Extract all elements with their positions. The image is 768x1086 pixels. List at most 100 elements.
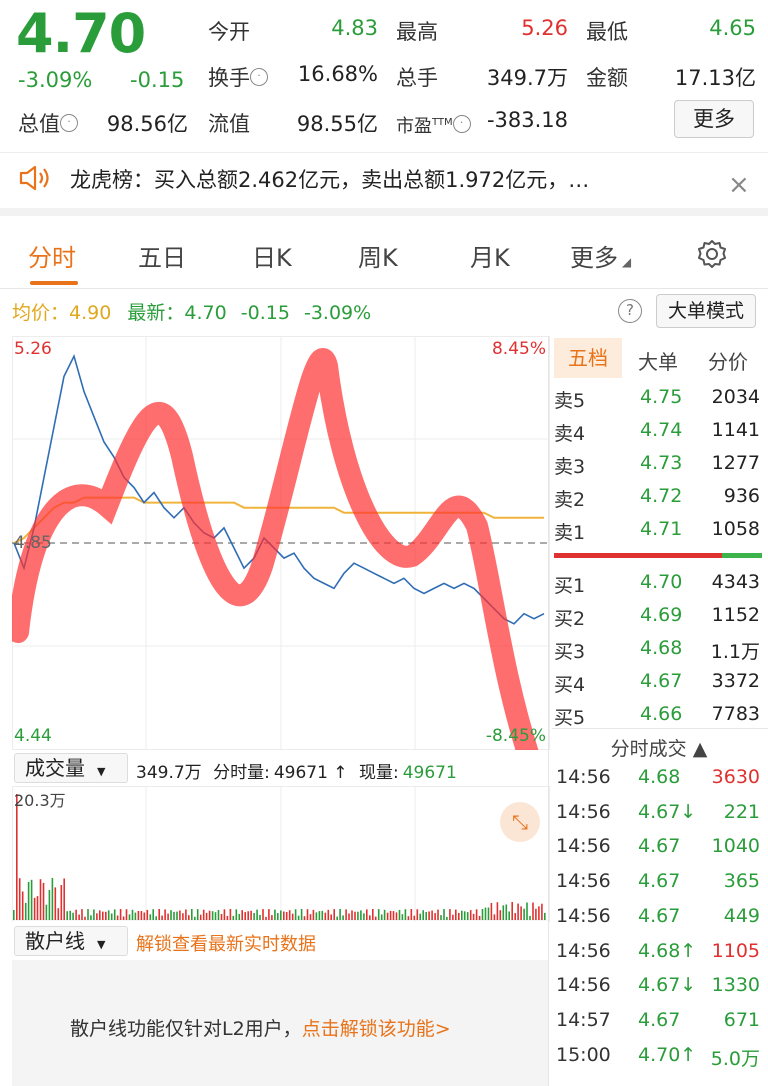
volume-value: 349.7万 [486, 66, 568, 90]
market-cap-info-icon[interactable]: · [60, 114, 78, 132]
retail-line-select[interactable]: 散户线 ▼ [14, 926, 128, 956]
volume-bar [377, 909, 380, 920]
tab-price-volume[interactable]: 分价 [708, 350, 748, 374]
volume-bar [300, 909, 303, 920]
volume-bar [143, 912, 146, 920]
volume-bar [327, 909, 330, 920]
bid-ask-ratio-bar-red [554, 553, 722, 558]
volume-bar [469, 910, 472, 920]
trade-row: 14:56 4.67 1040 [554, 835, 764, 870]
volume-bar [182, 913, 184, 920]
tab-weekly-k[interactable]: 周K [358, 244, 398, 272]
volume-bar [490, 903, 493, 920]
volume-bar [152, 909, 154, 920]
volume-bar [303, 916, 306, 920]
volume-bar [395, 912, 398, 920]
notice-bar[interactable] [0, 152, 768, 216]
volume-bar [167, 913, 169, 920]
volume-bar [99, 910, 101, 920]
bid-row: 买4 4.67 3372 [554, 670, 764, 703]
tab-daily-k[interactable]: 日K [252, 244, 292, 272]
volume-bar [389, 910, 392, 920]
ask-volume: 936 [723, 485, 760, 507]
volume-bar [217, 910, 220, 920]
more-quote-button[interactable]: 更多 [674, 100, 754, 138]
tab-five-day[interactable]: 五日 [138, 244, 186, 272]
turnover-info-icon[interactable]: · [250, 68, 268, 86]
volume-bar [232, 915, 235, 920]
volume-bar [226, 916, 229, 920]
volume-bar [372, 909, 374, 920]
volume-bar [33, 897, 36, 920]
trades-title[interactable]: 分时成交 ▲ [610, 738, 708, 760]
volume-bar [277, 913, 279, 920]
ask-price: 4.75 [640, 386, 683, 408]
bid-ask-ratio-bar-green [722, 553, 762, 558]
trade-row: 14:57 4.67 671 [554, 1009, 764, 1044]
close-icon[interactable]: × [728, 170, 750, 200]
volume-bar [514, 913, 516, 920]
volume-bar [122, 916, 125, 920]
volume-bar [176, 911, 178, 920]
volume-bar [196, 909, 199, 920]
volume-bar [404, 909, 407, 920]
volume-bar [345, 909, 347, 920]
volume-bar [440, 915, 442, 920]
volume-bar [241, 910, 243, 920]
tab-intraday[interactable]: 分时 [28, 244, 76, 272]
volume-bar [164, 909, 166, 920]
bid-price: 4.67 [640, 670, 683, 692]
volume-bar [253, 913, 255, 920]
volume-bar [398, 909, 401, 920]
trade-time: 14:56 [556, 835, 611, 858]
volume-bar [256, 909, 258, 920]
ask-row: 卖4 4.74 1141 [554, 419, 764, 452]
trade-time: 14:56 [556, 800, 611, 823]
volume-bar [354, 911, 356, 920]
trade-row: 15:00 4.70↑ 5.0万 [554, 1044, 764, 1079]
help-icon[interactable]: ? [618, 299, 642, 323]
volume-bar [466, 912, 469, 920]
trade-price: 4.67 [638, 904, 681, 927]
tab-more[interactable]: 更多 ◢ [570, 244, 632, 272]
volume-bar [532, 902, 534, 920]
tab-monthly-k[interactable]: 月K [470, 244, 510, 272]
trade-price: 4.68 [638, 766, 681, 788]
indicator-select[interactable]: 成交量 ▼ [14, 753, 128, 783]
bid-row: 买2 4.69 1152 [554, 604, 764, 637]
volume-bar [312, 909, 315, 920]
notice-text[interactable]: 龙虎榜：买入总额2.462亿元，卖出总额1.972亿元，… [70, 168, 590, 192]
volume-bar [238, 913, 241, 920]
bid-volume: 4343 [711, 571, 760, 593]
settings-gear-icon[interactable] [696, 238, 728, 270]
trade-price: 4.67 [638, 870, 681, 893]
expand-icon[interactable]: ⤡ [500, 802, 540, 842]
volume-bar [21, 891, 24, 920]
volume-bar [110, 913, 113, 920]
unlock-realtime-link[interactable]: 解锁查看最新实时数据 [136, 934, 316, 955]
ask-level-label: 卖4 [554, 423, 586, 445]
volume-chart[interactable]: 20.3万 [12, 786, 550, 922]
volume-bar [125, 909, 128, 920]
tab-five-levels[interactable]: 五档 [554, 338, 622, 378]
unlock-feature-link[interactable]: 点击解锁该功能> [301, 1018, 451, 1040]
price-line [13, 353, 545, 625]
volume-bar [449, 909, 451, 920]
volume-bar [199, 914, 202, 920]
volume-bar [280, 910, 282, 920]
trade-volume: 1105 [711, 939, 760, 962]
intraday-chart[interactable]: 5.26 4.44 4.85 8.45% -8.45% [12, 336, 550, 750]
volume-bar [250, 910, 252, 920]
big-order-mode-button[interactable]: 大单模式 [656, 294, 756, 328]
bid-level-label: 买2 [554, 608, 586, 630]
volume-bar [54, 887, 57, 920]
pe-info-icon[interactable]: · [452, 115, 471, 133]
volume-bar [105, 911, 107, 920]
ask-volume: 1277 [711, 452, 760, 474]
volume-bar [380, 914, 383, 920]
bid-level-label: 买1 [554, 575, 586, 597]
tab-big-orders[interactable]: 大单 [638, 350, 678, 374]
bid-volume: 1152 [711, 604, 760, 626]
volume-bar [499, 910, 502, 920]
volume-bar [170, 910, 172, 920]
